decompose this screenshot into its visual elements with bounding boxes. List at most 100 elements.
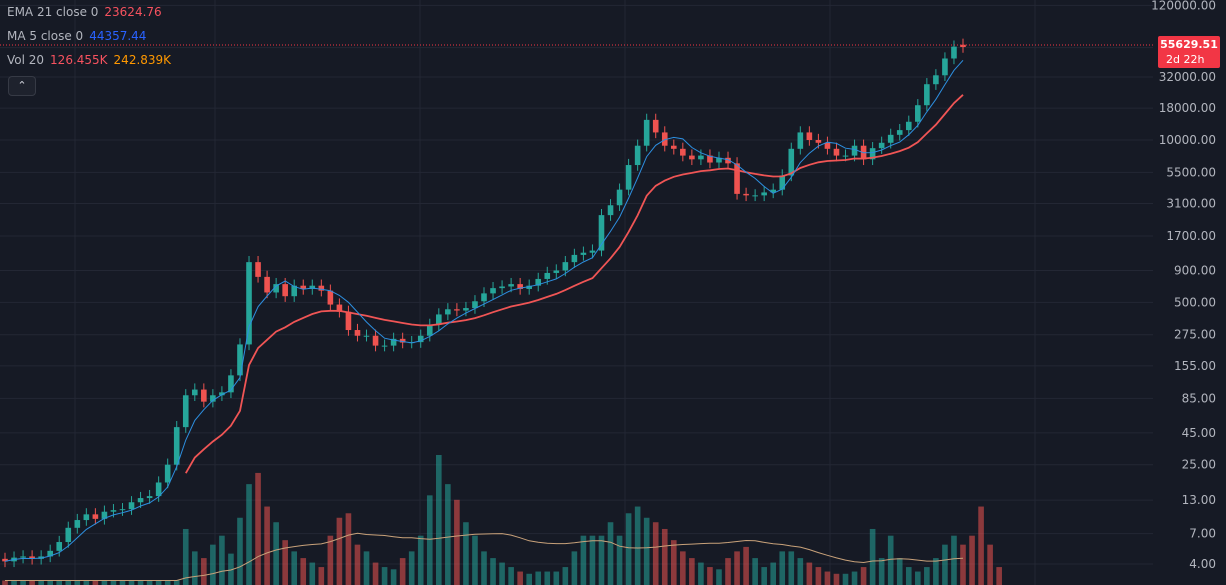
vertical-grid (74, 0, 1036, 585)
candle (752, 189, 758, 202)
y-tick-label: 10000.00 (1159, 133, 1216, 147)
candle (390, 332, 397, 352)
candle (797, 126, 804, 155)
volume-bar (29, 580, 35, 585)
candle (824, 136, 831, 155)
candle-body (689, 155, 695, 160)
candle-body (670, 145, 677, 149)
volume-bar (634, 506, 641, 585)
candle (933, 69, 939, 90)
volume-bar (128, 580, 135, 585)
candle (201, 383, 207, 408)
candle-body (201, 389, 207, 402)
candle-body (481, 293, 487, 302)
volume-bar (788, 551, 795, 585)
y-tick-label: 32000.00 (1159, 70, 1216, 84)
volume-bar (535, 571, 542, 585)
candle-body (743, 193, 749, 196)
candle-body (345, 311, 352, 331)
candle-body (896, 130, 903, 135)
volume-bar (508, 567, 514, 585)
candle-body (128, 502, 135, 510)
legend-ema[interactable]: EMA 21 close 0 23624.76 (7, 5, 162, 19)
ma-5-line (4, 59, 964, 562)
volume-bar (237, 517, 243, 585)
volume-bar (83, 580, 90, 585)
candle-body (363, 335, 370, 337)
candle (182, 389, 189, 433)
volume-bar (869, 528, 876, 585)
volume-bar (571, 551, 578, 585)
candle (173, 420, 180, 471)
candle-body (83, 514, 90, 521)
candle-body (29, 556, 35, 559)
candle (661, 126, 668, 152)
candle-body (282, 284, 288, 297)
volume-bar (725, 558, 731, 585)
last-price-tag: 55629.51 2d 22h (1158, 36, 1220, 68)
candle-body (571, 254, 578, 263)
volume-bar (372, 562, 379, 585)
volume-bar (246, 484, 252, 585)
candle-body (553, 270, 560, 273)
volume-bar (490, 558, 496, 585)
collapse-legend-button[interactable]: ⌃ (8, 76, 36, 96)
volume-bar (824, 571, 831, 585)
candle-body (92, 514, 99, 519)
legend-vol-value: 126.455K (50, 53, 108, 67)
legend-ma[interactable]: MA 5 close 0 44357.44 (7, 29, 146, 43)
volume-bar (110, 580, 117, 585)
volume-bar (607, 522, 614, 585)
volume-bar (716, 569, 722, 585)
volume-bar (201, 558, 207, 585)
candle (535, 272, 542, 292)
candle-body (336, 304, 343, 312)
candle-body (399, 338, 406, 343)
candle-body (517, 284, 523, 289)
candle (833, 142, 840, 162)
candle-body (264, 276, 270, 293)
candle (2, 552, 8, 568)
volume-bar (526, 573, 532, 585)
volume-bar (182, 528, 189, 585)
candle (372, 329, 379, 352)
candle (942, 52, 948, 82)
y-tick-label: 900.00 (1174, 263, 1216, 277)
candle-body (887, 134, 894, 143)
price-axis[interactable]: 120000.0055000.0032000.0018000.0010000.0… (1151, 0, 1216, 571)
volume-bar (797, 558, 804, 585)
candle-body (580, 252, 587, 255)
candle-body (490, 288, 496, 294)
candle-body (869, 148, 876, 160)
candle (878, 136, 885, 154)
y-tick-label: 3100.00 (1166, 196, 1216, 210)
volume-bar (933, 558, 939, 585)
volume-bar (137, 580, 144, 585)
legend-volume[interactable]: Vol 20 126.455K 242.839K (7, 53, 171, 67)
candle (680, 142, 686, 162)
candle-body (915, 105, 921, 122)
candle-body (797, 132, 804, 149)
volume-bar (743, 546, 749, 585)
candle-body (155, 482, 162, 497)
candle (951, 40, 957, 65)
candle-body (47, 550, 53, 557)
y-tick-label: 5500.00 (1166, 165, 1216, 179)
candle-body (589, 250, 596, 253)
candle (571, 248, 578, 268)
volume-bar (74, 580, 81, 585)
volume-bar (255, 472, 261, 585)
candles (2, 38, 966, 568)
candle-body (110, 510, 117, 512)
y-tick-label: 275.00 (1174, 328, 1216, 342)
y-tick-label: 45.00 (1182, 426, 1216, 440)
candle (426, 318, 433, 342)
candle (806, 126, 813, 146)
candle (896, 123, 903, 141)
volume-bar (309, 562, 316, 585)
candle (363, 329, 370, 342)
legend-vol-ma-value: 242.839K (113, 53, 172, 67)
volume-bar (454, 499, 460, 585)
candle (291, 279, 298, 302)
candle (562, 255, 569, 277)
